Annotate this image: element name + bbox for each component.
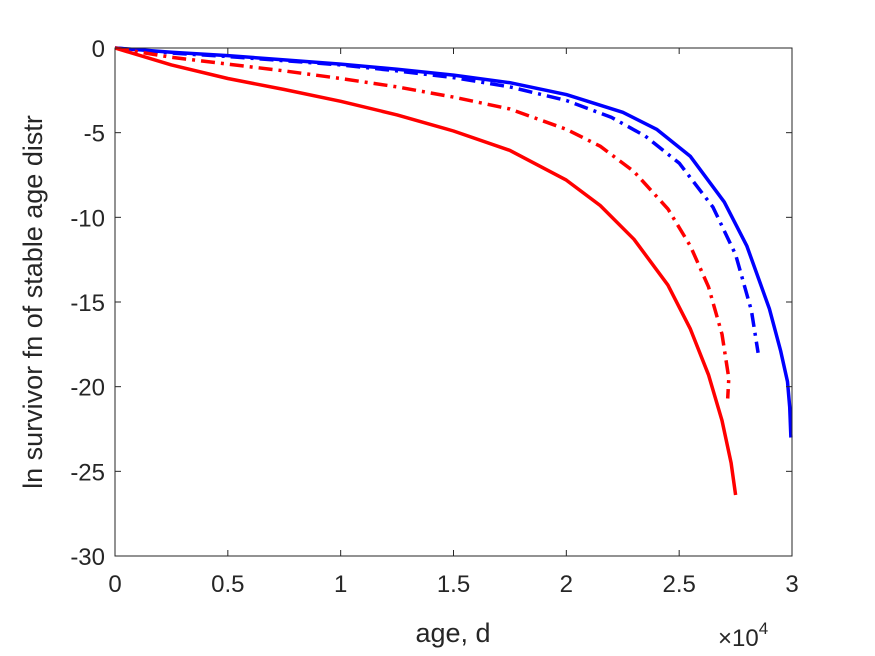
series-line-1 [114, 46, 793, 438]
y-tick-label: -20 [70, 375, 105, 402]
y-tick-label: -30 [70, 544, 105, 571]
y-axis-label: ln survivor fn of stable age distr [18, 115, 48, 489]
x-tick-label: 2.5 [662, 571, 695, 598]
x-tick-label: 0 [108, 571, 121, 598]
x-tick-label: 2 [560, 571, 573, 598]
tick-layer: 0 0.5 1 1.5 2 2.5 3 0 -5 -10 -15 -20 -25 -30 [70, 36, 798, 598]
x-tick-label: 3 [785, 571, 798, 598]
x-tick-label: 0.5 [211, 571, 244, 598]
x-axis-label: age, d [415, 618, 490, 648]
series-line-4 [114, 46, 738, 496]
x-exponent-power: 4 [759, 619, 768, 638]
x-tick-label: 1 [334, 571, 347, 598]
y-tick-label: -25 [70, 459, 105, 486]
y-tick-label: 0 [92, 36, 105, 63]
y-tick-label: -10 [70, 205, 105, 232]
y-tick-label: -5 [84, 121, 105, 148]
x-tick-label: 1.5 [437, 571, 470, 598]
y-tick-label: -15 [70, 290, 105, 317]
series-line-2 [114, 46, 760, 354]
x-exponent-base: ×10 [718, 625, 759, 652]
series-layer [114, 46, 793, 496]
series-line-3 [114, 46, 731, 399]
x-exponent-label: ×104 [718, 619, 768, 652]
